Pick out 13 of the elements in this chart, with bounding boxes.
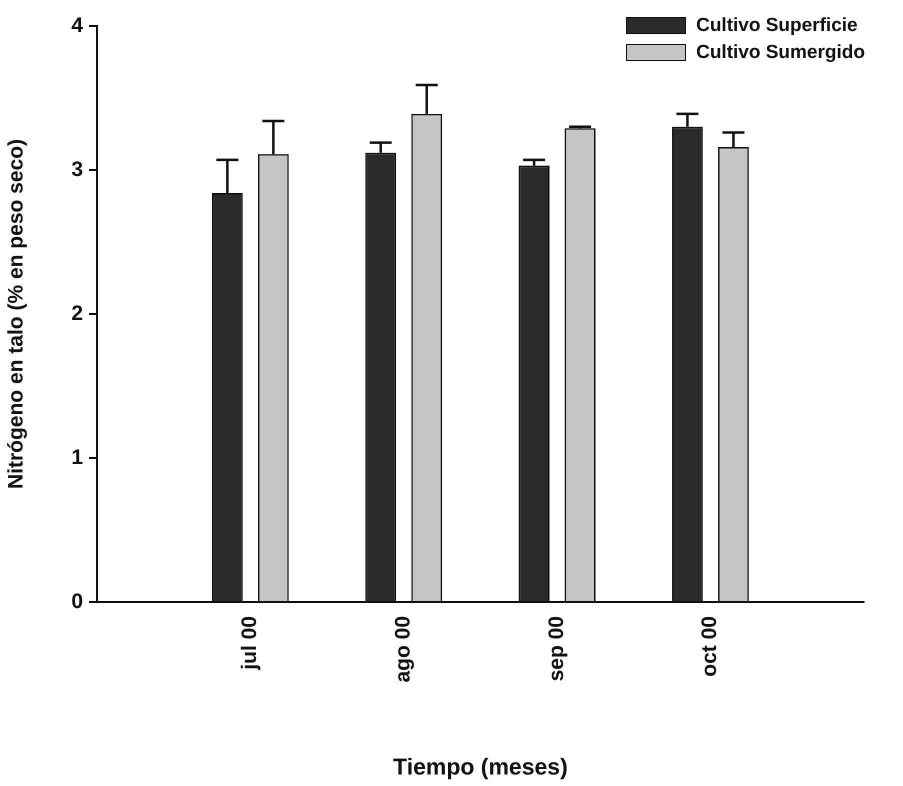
x-tick-label: sep 00 [544, 616, 568, 682]
y-tick-label: 2 [71, 302, 83, 325]
legend-label: Cultivo Sumergido [696, 42, 865, 64]
y-axis-title: Nitrógeno en talo (% en peso seco) [4, 138, 28, 490]
x-axis-title: Tiempo (meses) [393, 754, 568, 780]
y-tick-label: 4 [71, 14, 84, 37]
y-tick-label: 0 [71, 590, 83, 613]
x-tick-label: ago 00 [392, 616, 415, 683]
y-tick-label: 3 [71, 158, 83, 181]
legend-label: Cultivo Superficie [696, 14, 858, 36]
y-tick-label: 1 [71, 446, 84, 469]
x-tick-label: jul 00 [238, 616, 262, 671]
x-tick-label: oct 00 [698, 616, 722, 677]
